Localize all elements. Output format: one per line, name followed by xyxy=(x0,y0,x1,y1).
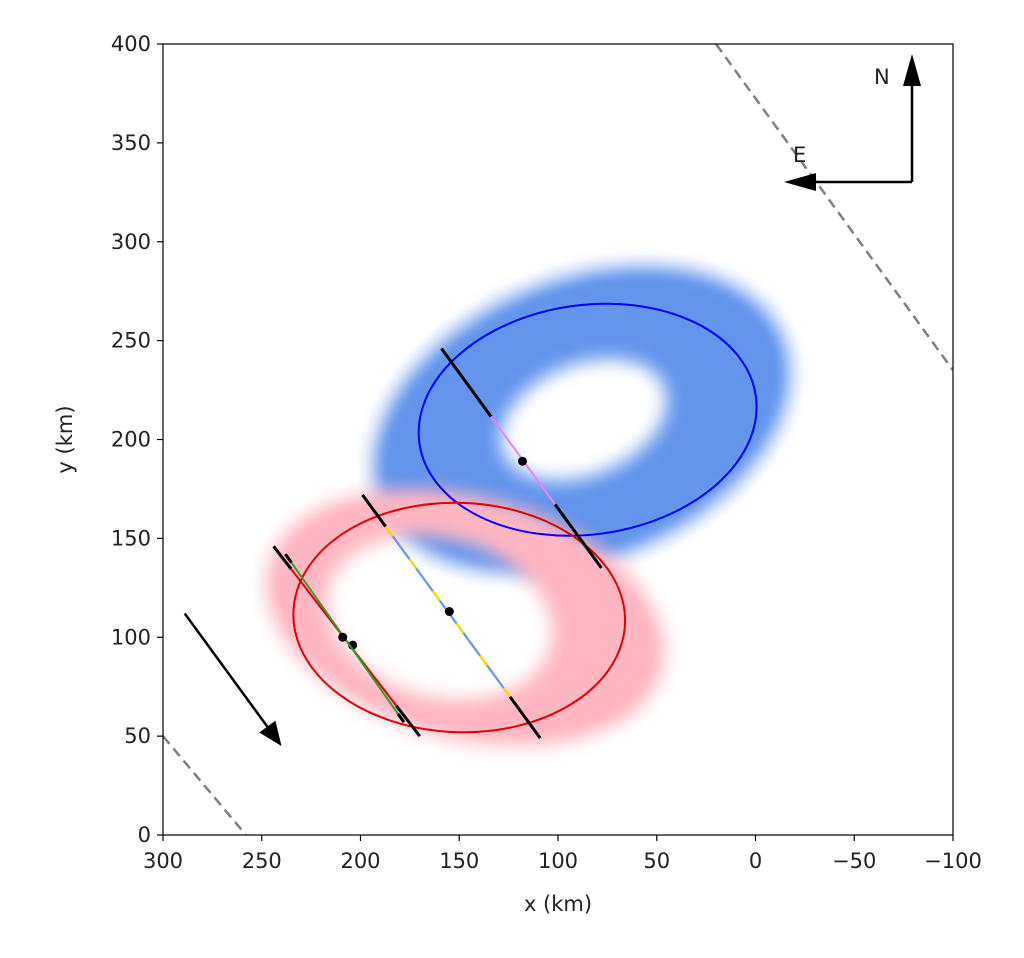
y-tick-label: 350 xyxy=(111,131,151,155)
y-tick-label: 400 xyxy=(111,32,151,56)
y-tick-label: 300 xyxy=(111,230,151,254)
motion-direction-arrow xyxy=(183,612,282,747)
arrow-head-icon xyxy=(259,720,282,747)
shadow-limit-lines xyxy=(163,44,953,835)
x-tick-label: 0 xyxy=(749,849,762,873)
y-tick-label: 200 xyxy=(111,428,151,452)
y-tick-label: 250 xyxy=(111,329,151,353)
x-tick-label: 150 xyxy=(439,849,479,873)
chord-center-point xyxy=(444,607,454,617)
chord-segment xyxy=(395,704,421,738)
chord-segment xyxy=(553,503,603,569)
occultation-chords xyxy=(272,347,603,739)
x-axis-ticks: 300 250 200 150 100 50 0 −50 −100 xyxy=(143,835,982,873)
y-tick-label: 50 xyxy=(124,724,151,748)
chord-center-point xyxy=(338,632,348,642)
best-fit-ellipses xyxy=(292,302,758,734)
y-axis-title: y (km) xyxy=(53,405,77,473)
posterior-clouds xyxy=(258,258,798,754)
ellipse-red xyxy=(292,501,627,734)
chord-segment xyxy=(508,695,542,739)
north-label: N xyxy=(874,65,890,89)
y-tick-label: 0 xyxy=(138,823,151,847)
chord-segment xyxy=(284,553,293,564)
y-tick-label: 150 xyxy=(111,526,151,550)
compass-rose: N E xyxy=(784,54,921,191)
x-tick-label: 100 xyxy=(538,849,578,873)
x-axis-title: x (km) xyxy=(524,892,592,916)
chord-1 xyxy=(440,347,603,569)
x-tick-label: −100 xyxy=(924,849,982,873)
chord-4 xyxy=(284,553,406,724)
cloud-core-red xyxy=(270,493,661,742)
chord-segment xyxy=(396,713,406,724)
shadow-limit-line-2 xyxy=(163,735,247,835)
arrow-shaft xyxy=(183,612,269,728)
east-label: E xyxy=(793,143,806,167)
chord-segment xyxy=(272,545,293,570)
shadow-limit-line-1 xyxy=(714,44,953,372)
x-tick-label: 200 xyxy=(340,849,380,873)
chord-segment xyxy=(361,493,387,528)
chord-center-point xyxy=(517,456,527,466)
north-arrowhead-icon xyxy=(903,54,921,86)
y-tick-label: 100 xyxy=(111,625,151,649)
y-axis-ticks: 0 50 100 150 200 250 300 350 400 xyxy=(111,32,163,847)
chord-segment xyxy=(440,347,493,418)
ellipse-blue xyxy=(417,302,758,537)
x-tick-label: 50 xyxy=(643,849,670,873)
cloud-red xyxy=(258,481,673,754)
chord-2 xyxy=(361,493,542,739)
x-tick-label: 300 xyxy=(143,849,183,873)
x-tick-label: 250 xyxy=(242,849,282,873)
east-arrowhead-icon xyxy=(784,173,816,191)
x-tick-label: −50 xyxy=(832,849,876,873)
